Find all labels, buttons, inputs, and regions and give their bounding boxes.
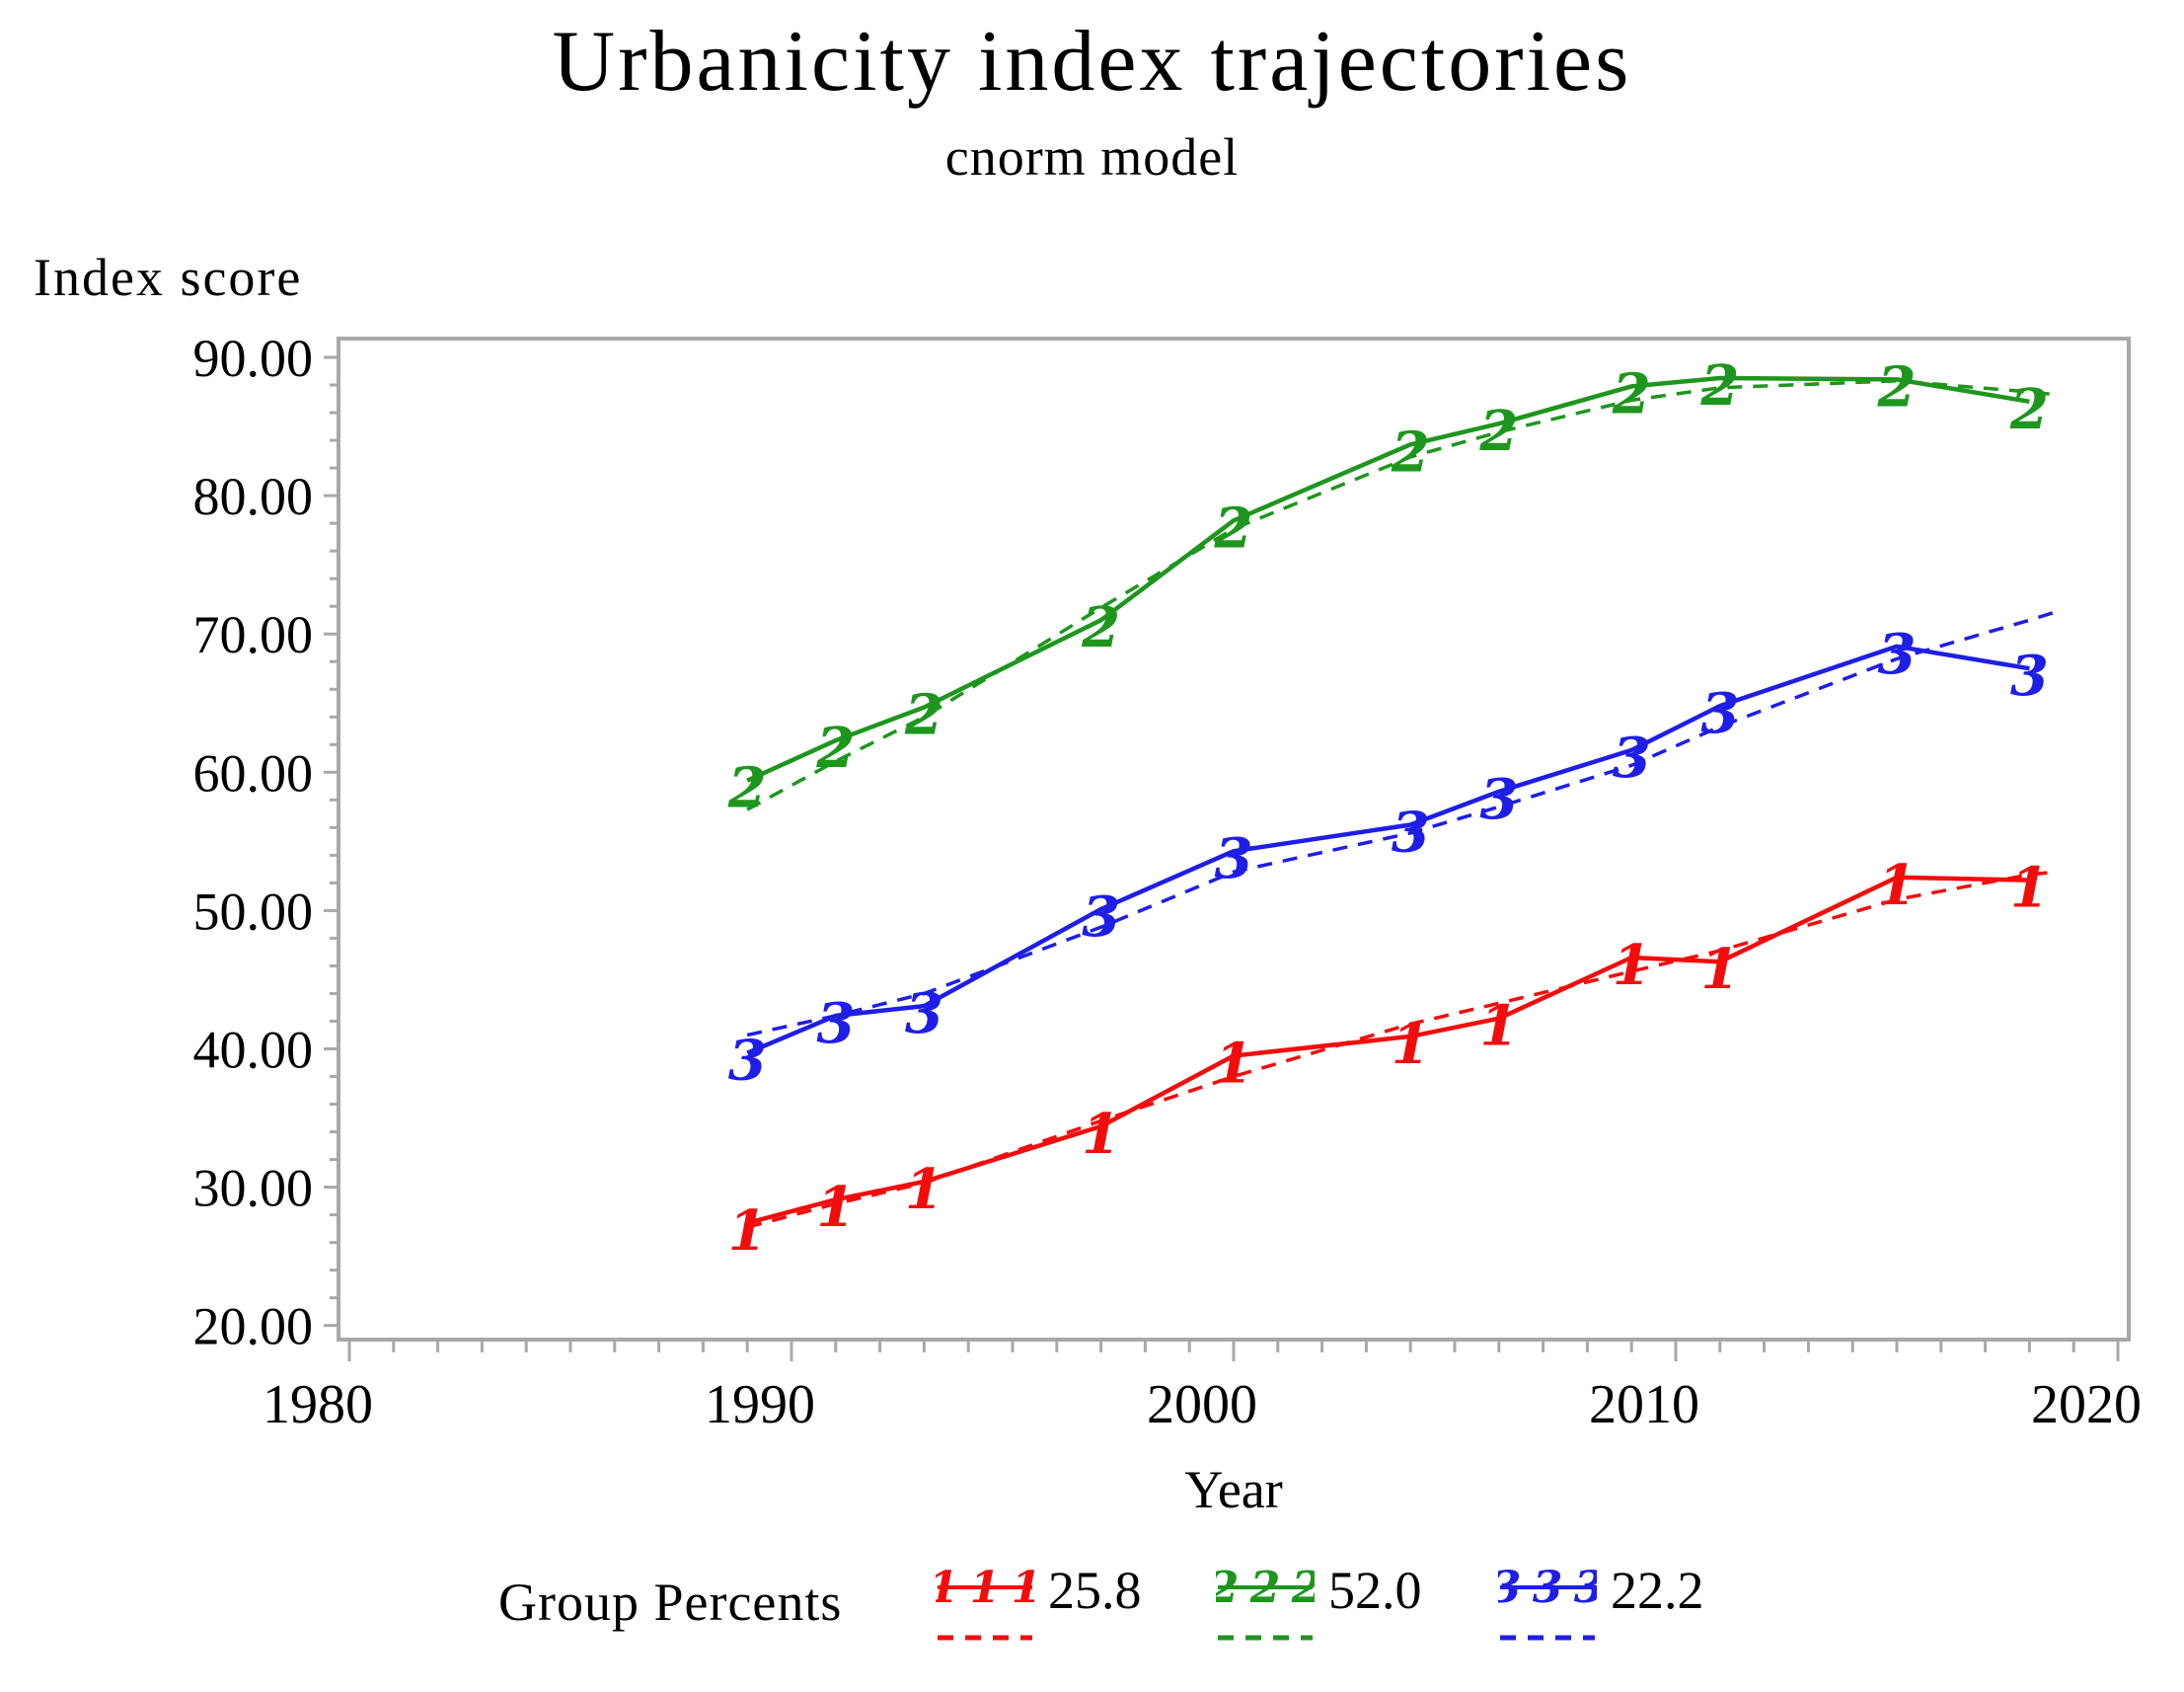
series-line-group-2-predicted — [746, 379, 2057, 811]
legend-row-observed: 22252.0 — [1216, 1560, 1422, 1621]
series-marker-1: 1 — [1613, 933, 1651, 998]
series-line-group-3-predicted — [746, 610, 2057, 1038]
legend-swatch-dashed — [1500, 1635, 1595, 1641]
series-marker-3: 3 — [728, 1029, 767, 1094]
series-marker-3: 3 — [905, 981, 943, 1046]
legend-item-group-1: 11125.8 — [936, 1560, 1142, 1653]
legend-percent: 22.2 — [1611, 1561, 1704, 1620]
series-marker-3: 3 — [1613, 726, 1651, 791]
legend-marker-glyph: 3 — [1574, 1563, 1597, 1613]
legend-marker-glyph: 1 — [936, 1563, 958, 1613]
series-marker-2: 2 — [815, 716, 855, 781]
legend-marker-glyph: 1 — [1012, 1563, 1034, 1613]
chart-title: Urbanicity index trajectories — [552, 14, 1632, 110]
x-tick-label: 1980 — [263, 1374, 373, 1435]
legend-item-group-3: 33322.2 — [1498, 1560, 1704, 1653]
legend-title: Group Percents — [498, 1573, 843, 1632]
chart-subtitle: cnorm model — [944, 127, 1240, 187]
series-marker-1: 1 — [816, 1175, 855, 1240]
legend-swatch-dashed — [1218, 1635, 1313, 1641]
legend-marker-glyph: 2 — [1216, 1563, 1239, 1613]
y-tick-label: 80.00 — [193, 467, 314, 526]
series-marker-1: 1 — [728, 1198, 767, 1264]
series-marker-3: 3 — [1082, 884, 1120, 950]
x-tick-label: 1990 — [705, 1374, 815, 1435]
series-marker-1: 1 — [1700, 937, 1739, 1002]
y-tick-label: 30.00 — [193, 1159, 314, 1218]
series-marker-1: 1 — [1082, 1102, 1120, 1167]
legend-swatch-solid: 222 — [1216, 1563, 1315, 1613]
series-marker-1: 1 — [1215, 1032, 1253, 1097]
legend-percent: 25.8 — [1048, 1561, 1142, 1620]
y-tick-label: 20.00 — [193, 1297, 314, 1356]
series-marker-2: 2 — [1214, 496, 1253, 561]
legend-marker-glyph: 3 — [1498, 1563, 1521, 1613]
series-marker-2: 2 — [1877, 354, 1917, 420]
series-line-group-2-observed — [746, 375, 2030, 783]
series-line-group-3-observed — [746, 644, 2030, 1055]
series-marker-3: 3 — [1392, 801, 1430, 866]
series-marker-1: 1 — [1479, 994, 1518, 1059]
series-marker-3: 3 — [2010, 644, 2049, 709]
series-marker-1: 1 — [905, 1157, 943, 1222]
legend-marker-glyph: 2 — [1291, 1563, 1315, 1613]
series-marker-1: 1 — [2010, 856, 2049, 921]
legend-swatch-dashed — [938, 1635, 1032, 1641]
series-marker-3: 3 — [1215, 826, 1253, 891]
legend-row-observed: 33322.2 — [1498, 1560, 1704, 1621]
legend-percent: 52.0 — [1328, 1561, 1422, 1620]
y-axis-title: Index score — [34, 248, 303, 307]
series-marker-2: 2 — [2009, 377, 2049, 442]
legend-item-group-2: 22252.0 — [1216, 1560, 1422, 1653]
series-line-group-1-predicted — [746, 870, 2057, 1229]
series-marker-1: 1 — [1392, 1012, 1430, 1077]
y-tick-label: 60.00 — [193, 743, 314, 803]
legend-swatch-solid: 111 — [936, 1563, 1034, 1613]
series-marker-2: 2 — [1478, 399, 1518, 464]
y-tick-label: 50.00 — [193, 882, 314, 941]
series-marker-2: 2 — [727, 756, 767, 821]
legend-row-observed: 11125.8 — [936, 1560, 1142, 1621]
series-marker-2: 2 — [1391, 420, 1430, 485]
series-marker-2: 2 — [1699, 353, 1739, 419]
series-marker-2: 2 — [1081, 595, 1120, 660]
x-tick-label: 2020 — [2031, 1374, 2142, 1435]
series-marker-1: 1 — [1878, 853, 1917, 918]
legend-marker-glyph: 1 — [970, 1563, 1001, 1613]
series-marker-3: 3 — [1700, 681, 1739, 746]
y-tick-label: 90.00 — [193, 329, 314, 388]
series-marker-3: 3 — [1878, 622, 1917, 687]
series-line-group-1-observed — [746, 875, 2030, 1226]
y-tick-label: 40.00 — [193, 1021, 314, 1080]
x-axis-title: Year — [1184, 1460, 1283, 1519]
series-marker-2: 2 — [1612, 361, 1651, 426]
legend-marker-glyph: 2 — [1249, 1563, 1281, 1613]
x-tick-label: 2010 — [1589, 1374, 1699, 1435]
series-marker-3: 3 — [816, 991, 855, 1056]
series-marker-2: 2 — [904, 682, 943, 747]
legend-swatch-solid: 333 — [1498, 1563, 1597, 1613]
series-marker-3: 3 — [1479, 767, 1518, 832]
legend-marker-glyph: 3 — [1533, 1563, 1563, 1613]
y-tick-label: 70.00 — [193, 605, 314, 664]
x-tick-label: 2000 — [1147, 1374, 1257, 1435]
